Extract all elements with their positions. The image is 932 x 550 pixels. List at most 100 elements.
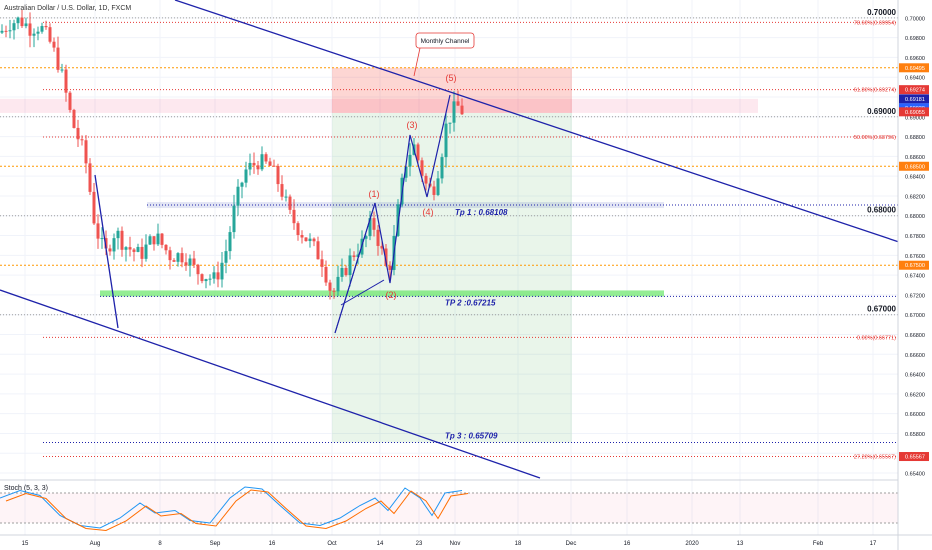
candle[interactable] — [196, 263, 200, 285]
candle[interactable] — [184, 253, 188, 271]
candle[interactable] — [56, 36, 60, 73]
candle[interactable] — [368, 210, 372, 241]
candle[interactable] — [268, 157, 272, 167]
candle[interactable] — [328, 279, 332, 300]
candle[interactable] — [348, 248, 352, 287]
candle[interactable] — [456, 90, 460, 106]
candle[interactable] — [336, 265, 340, 296]
candle[interactable] — [304, 237, 308, 242]
candle[interactable] — [228, 226, 232, 260]
candle[interactable] — [136, 243, 140, 253]
candle[interactable] — [236, 179, 240, 216]
candle[interactable] — [408, 143, 412, 177]
candle[interactable] — [224, 239, 228, 274]
candle[interactable] — [44, 20, 48, 30]
candle[interactable] — [92, 183, 96, 225]
candle[interactable] — [436, 171, 440, 197]
candle[interactable] — [352, 251, 356, 261]
candle[interactable] — [280, 175, 284, 201]
candle[interactable] — [120, 226, 124, 257]
candle[interactable] — [168, 246, 172, 270]
candle[interactable] — [164, 244, 168, 255]
candle[interactable] — [264, 152, 268, 164]
candle[interactable] — [12, 19, 16, 40]
candle[interactable] — [344, 265, 348, 277]
channel-upper-line[interactable] — [174, 0, 906, 245]
candle[interactable] — [204, 278, 208, 289]
swing-line[interactable] — [94, 174, 119, 329]
candle[interactable] — [200, 273, 204, 284]
candle[interactable] — [52, 37, 56, 52]
candle[interactable] — [440, 153, 444, 184]
candle[interactable] — [144, 234, 148, 262]
candle[interactable] — [88, 158, 92, 196]
candle[interactable] — [80, 135, 84, 146]
candle[interactable] — [132, 248, 136, 262]
candle[interactable] — [220, 252, 224, 288]
candle[interactable] — [284, 189, 288, 202]
candle[interactable] — [244, 161, 248, 188]
candle[interactable] — [448, 122, 452, 134]
candle[interactable] — [296, 221, 300, 241]
candle[interactable] — [208, 274, 212, 286]
time-axis[interactable]: 15 Aug 8 Sep 16 Oct 14 23 Nov 18 Dec 16 2020 13 Feb 17 — [0, 534, 932, 547]
candle[interactable] — [372, 211, 376, 237]
candle[interactable] — [308, 233, 312, 248]
candle[interactable] — [68, 91, 72, 113]
candle[interactable] — [72, 108, 76, 129]
candle[interactable] — [240, 181, 244, 199]
candle[interactable] — [100, 227, 104, 249]
candle[interactable] — [148, 234, 152, 246]
candle[interactable] — [60, 63, 64, 73]
candle[interactable] — [116, 227, 120, 250]
candle[interactable] — [8, 19, 12, 39]
candle[interactable] — [96, 214, 100, 249]
candle[interactable] — [452, 91, 456, 132]
candle[interactable] — [248, 153, 252, 176]
candle[interactable] — [112, 233, 116, 260]
candle[interactable] — [180, 247, 184, 268]
candle[interactable] — [256, 160, 260, 175]
channel-lower-line[interactable] — [0, 289, 541, 479]
candle[interactable] — [176, 252, 180, 267]
candle[interactable] — [332, 288, 336, 299]
candle[interactable] — [108, 244, 112, 256]
candle[interactable] — [84, 135, 88, 174]
candle[interactable] — [376, 225, 380, 256]
candle[interactable] — [64, 64, 68, 102]
candle[interactable] — [124, 246, 128, 262]
candle[interactable] — [316, 236, 320, 260]
candle[interactable] — [260, 146, 264, 172]
candle[interactable] — [4, 25, 8, 38]
candle[interactable] — [272, 159, 276, 167]
candle[interactable] — [324, 260, 328, 286]
candle[interactable] — [188, 254, 192, 277]
candle[interactable] — [444, 112, 448, 168]
stochastic-pane[interactable]: Stoch (5, 3, 3)80.0040.00 — [0, 479, 932, 532]
candle[interactable] — [192, 250, 196, 269]
candle[interactable] — [364, 234, 368, 248]
candle[interactable] — [36, 26, 40, 41]
candle[interactable] — [300, 230, 304, 244]
candle[interactable] — [32, 28, 36, 48]
candle[interactable] — [40, 22, 44, 34]
candle[interactable] — [216, 261, 220, 288]
candle[interactable] — [432, 180, 436, 201]
candle[interactable] — [320, 250, 324, 278]
candle[interactable] — [232, 194, 236, 239]
candle[interactable] — [152, 235, 156, 251]
candle[interactable] — [292, 199, 296, 230]
monthly-channel[interactable] — [0, 0, 906, 479]
candle[interactable] — [212, 266, 216, 284]
candle[interactable] — [288, 194, 292, 214]
candle[interactable] — [160, 232, 164, 249]
candle[interactable] — [48, 23, 52, 44]
candle[interactable] — [20, 9, 24, 28]
candle[interactable] — [156, 223, 160, 247]
candle[interactable] — [252, 152, 256, 174]
candle[interactable] — [24, 17, 28, 29]
candle[interactable] — [340, 258, 344, 282]
candle[interactable] — [424, 173, 428, 191]
candle[interactable] — [0, 24, 4, 35]
